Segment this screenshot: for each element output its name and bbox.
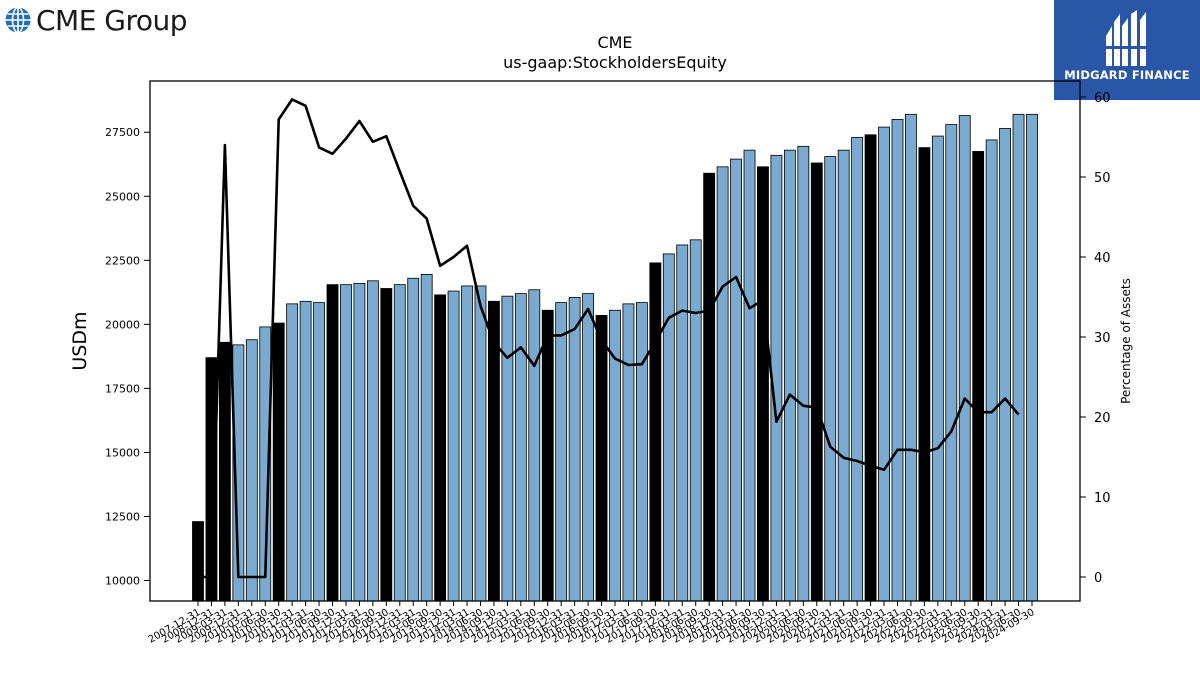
bar-2021-03-31 — [837, 149, 850, 602]
y-right-tick-label-50: 50 — [1094, 171, 1111, 186]
y-right-tick-label-10: 10 — [1094, 491, 1111, 506]
bar-2013-12-31 — [447, 290, 460, 602]
bar-2007-12-31 — [192, 521, 204, 602]
bar-2011-12-31 — [340, 284, 352, 602]
bar-2020-12-31 — [824, 156, 837, 602]
globe-icon — [5, 6, 31, 34]
bar-2017-03-31 — [622, 303, 635, 602]
bar-2014-12-31 — [501, 295, 514, 602]
bar-2016-09-30 — [595, 314, 608, 602]
y-tick-label-10000: 10000 — [105, 575, 140, 588]
bar-2015-09-30 — [541, 309, 554, 602]
bar-2024-09-30 — [1026, 113, 1038, 602]
bar-2017-06-30 — [635, 302, 648, 602]
y-tick-label-12500: 12500 — [105, 510, 140, 523]
bar-2012-09-30 — [380, 288, 393, 602]
bar-2013-06-30 — [420, 273, 433, 602]
y-tick-label-15000: 15000 — [105, 446, 140, 459]
bar-2014-03-31 — [461, 285, 473, 602]
y-tick-label-17500: 17500 — [105, 382, 140, 395]
cme-group-logo: CME Group — [4, 3, 188, 37]
x-axis: 2007-12-312008-12-312009-03-312009-12-31… — [147, 601, 1037, 646]
bar-2011-03-31 — [299, 300, 312, 602]
bar-2022-03-31 — [891, 119, 904, 602]
bar-2014-06-30 — [474, 285, 487, 602]
bar-2021-06-30 — [851, 136, 864, 602]
bar-2015-12-31 — [555, 302, 568, 602]
midgard-monogram-icon — [1104, 10, 1148, 70]
y-axis-label: USDm — [69, 311, 91, 370]
y-right-tick-label-0: 0 — [1094, 571, 1102, 586]
bar-2022-09-30 — [918, 147, 931, 602]
bar-2015-03-31 — [514, 293, 527, 602]
bar-2012-12-31 — [393, 284, 406, 602]
bar-2019-09-30 — [757, 166, 769, 602]
bar-2010-09-30 — [272, 322, 285, 602]
bar-2011-06-30 — [313, 302, 325, 602]
bar-2024-03-31 — [999, 127, 1012, 602]
line-series — [198, 98, 1020, 579]
bar-2021-09-30 — [864, 134, 877, 602]
y-tick-label-22500: 22500 — [105, 254, 140, 267]
bar-2019-03-31 — [730, 158, 742, 602]
y-tick-label-27500: 27500 — [105, 126, 140, 139]
bar-2018-06-30 — [689, 239, 702, 602]
bar-2012-03-31 — [353, 282, 366, 602]
y-tick-label-20000: 20000 — [105, 318, 140, 331]
bar-2018-12-31 — [716, 166, 729, 602]
bar-2020-06-30 — [797, 145, 810, 602]
chart-title: CME — [597, 33, 632, 52]
cme-group-logo-text: CME Group — [36, 3, 188, 37]
bar-2009-03-31 — [218, 341, 231, 602]
bar-2021-12-31 — [878, 126, 890, 602]
bar-2023-09-30 — [972, 151, 985, 602]
bar-2017-09-30 — [649, 262, 662, 602]
bar-2020-03-31 — [783, 149, 796, 602]
bar-2010-03-31 — [245, 339, 258, 602]
midgard-finance-logo: MIDGARD FINANCE — [1054, 0, 1200, 100]
bar-2022-06-30 — [905, 113, 917, 602]
bar-2023-12-31 — [985, 139, 998, 602]
y-axis-left: 10000 12500 15000 17500 20000 22500 25000 27500 — [105, 126, 150, 588]
bar-2010-12-31 — [286, 303, 299, 602]
bar-2024-06-30 — [1012, 113, 1025, 602]
bar-2015-06-30 — [528, 289, 541, 602]
y-right-tick-label-60: 60 — [1094, 91, 1111, 106]
bar-2013-09-30 — [434, 294, 447, 602]
bar-2023-03-31 — [945, 124, 958, 602]
bar-series — [192, 113, 1038, 602]
bar-2012-06-30 — [366, 280, 379, 602]
bar-2017-12-31 — [662, 253, 675, 602]
midgard-finance-logo-text: MIDGARD FINANCE — [1064, 68, 1190, 82]
bar-2011-09-30 — [326, 284, 339, 602]
bar-2019-06-30 — [743, 149, 756, 602]
bar-2018-03-31 — [676, 244, 689, 602]
bar-2020-09-30 — [810, 162, 823, 602]
bar-2013-03-31 — [407, 277, 420, 602]
y-axis-right: 0 10 20 30 40 50 60 — [1080, 91, 1111, 586]
chart-subtitle: us-gaap:StockholdersEquity — [503, 53, 727, 72]
bar-2018-09-30 — [703, 172, 716, 602]
bar-2022-12-31 — [931, 135, 944, 602]
y-right-tick-label-40: 40 — [1094, 251, 1111, 266]
bar-2016-06-30 — [582, 293, 595, 602]
y-right-tick-label-20: 20 — [1094, 411, 1111, 426]
bar-2016-03-31 — [568, 297, 581, 602]
bar-2023-06-30 — [958, 115, 971, 602]
percentage-of-assets-line — [198, 98, 1020, 579]
y-right-tick-label-30: 30 — [1094, 331, 1111, 346]
y-axis-right-label: Percentage of Assets — [1119, 278, 1133, 404]
y-tick-label-25000: 25000 — [105, 190, 140, 203]
